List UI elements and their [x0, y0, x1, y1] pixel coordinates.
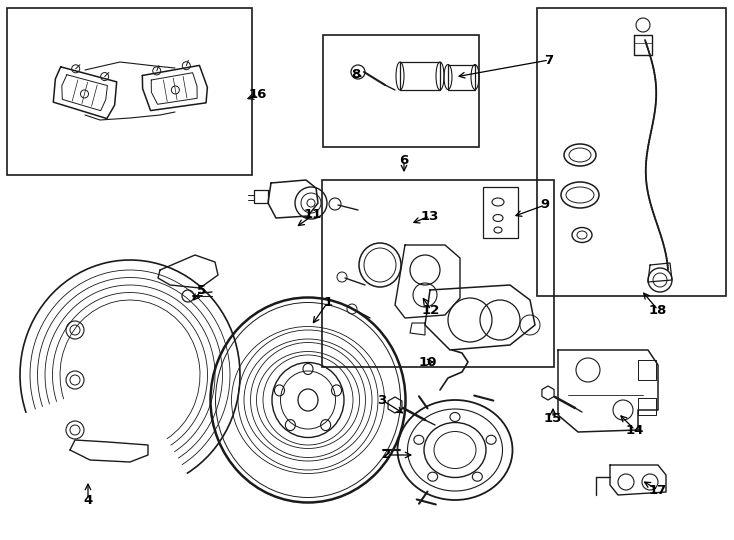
Text: 6: 6 [399, 153, 409, 166]
Bar [483, 187, 518, 238]
Bar [322, 180, 554, 367]
Text: 12: 12 [422, 303, 440, 316]
Text: 7: 7 [545, 53, 553, 66]
Text: 2: 2 [382, 449, 391, 462]
Bar [323, 35, 479, 147]
Text: 16: 16 [249, 89, 267, 102]
Text: 9: 9 [540, 199, 550, 212]
Text: 10: 10 [419, 355, 437, 368]
Text: 13: 13 [421, 210, 439, 222]
Text: 5: 5 [197, 284, 206, 296]
Text: 14: 14 [626, 423, 644, 436]
Text: 1: 1 [324, 295, 333, 308]
Text: 11: 11 [304, 208, 322, 221]
Text: 18: 18 [649, 303, 667, 316]
Bar [537, 8, 726, 296]
Text: 15: 15 [544, 411, 562, 424]
Bar [7, 8, 252, 175]
Text: 3: 3 [377, 394, 387, 407]
Text: 8: 8 [352, 69, 360, 82]
Text: 17: 17 [649, 483, 667, 496]
Text: 4: 4 [84, 494, 92, 507]
